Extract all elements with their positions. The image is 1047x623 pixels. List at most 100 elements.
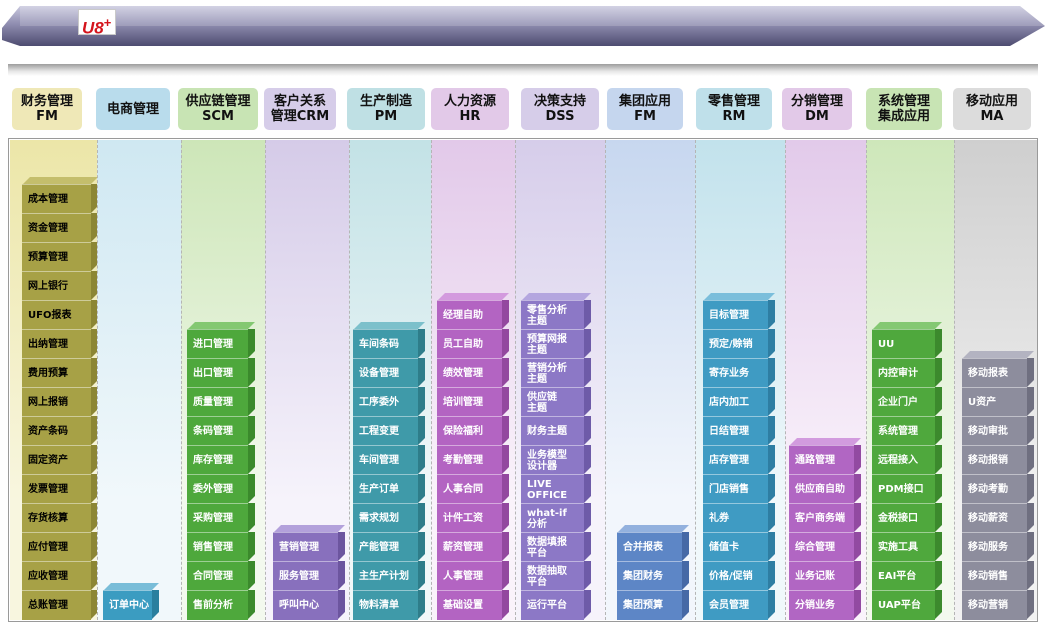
module-block[interactable]: 产能管理	[353, 525, 425, 562]
module-block[interactable]: 店存管理	[703, 438, 775, 475]
module-block[interactable]: U资产	[962, 380, 1034, 417]
module-block[interactable]: 网上报销	[22, 380, 98, 417]
module-block[interactable]: 销售管理	[187, 525, 255, 562]
module-block[interactable]: 会员管理	[703, 583, 775, 620]
module-block[interactable]: 资产条码	[22, 409, 98, 446]
module-block[interactable]: 需求规划	[353, 496, 425, 533]
module-block[interactable]: 目标管理	[703, 293, 775, 330]
module-header[interactable]: 决策支持 DSS	[521, 88, 599, 130]
module-block[interactable]: 费用预算	[22, 351, 98, 388]
module-block[interactable]: 人事管理	[437, 554, 509, 591]
module-block[interactable]: 数据抽取 平台	[521, 554, 591, 591]
module-block[interactable]: 财务主题	[521, 409, 591, 446]
module-block[interactable]: 委外管理	[187, 467, 255, 504]
module-block[interactable]: 工程变更	[353, 409, 425, 446]
module-block[interactable]: 应付管理	[22, 525, 98, 562]
module-block[interactable]: 考勤管理	[437, 438, 509, 475]
module-block[interactable]: 生产订单	[353, 467, 425, 504]
module-block[interactable]: 进口管理	[187, 322, 255, 359]
module-block[interactable]: 供应链 主题	[521, 380, 591, 417]
module-header[interactable]: 生产制造 PM	[347, 88, 425, 130]
module-header[interactable]: 分销管理 DM	[782, 88, 852, 130]
module-block[interactable]: 出纳管理	[22, 322, 98, 359]
module-header[interactable]: 集团应用 FM	[607, 88, 683, 130]
module-block[interactable]: 条码管理	[187, 409, 255, 446]
module-block[interactable]: 综合管理	[789, 525, 861, 562]
module-block[interactable]: 质量管理	[187, 380, 255, 417]
module-block[interactable]: 金税接口	[872, 496, 942, 533]
module-block[interactable]: 成本管理	[22, 177, 98, 214]
module-block[interactable]: 订单中心	[103, 583, 159, 620]
module-block[interactable]: 保险福利	[437, 409, 509, 446]
module-block[interactable]: 人事合同	[437, 467, 509, 504]
module-header[interactable]: 供应链管理 SCM	[178, 88, 258, 130]
module-block[interactable]: 出口管理	[187, 351, 255, 388]
module-block[interactable]: 经理自助	[437, 293, 509, 330]
module-block[interactable]: 礼券	[703, 496, 775, 533]
module-block[interactable]: 企业门户	[872, 380, 942, 417]
module-block[interactable]: 集团财务	[617, 554, 689, 591]
module-block[interactable]: 营销分析 主题	[521, 351, 591, 388]
module-block[interactable]: 应收管理	[22, 554, 98, 591]
module-block[interactable]: 分销业务	[789, 583, 861, 620]
module-block[interactable]: UU	[872, 322, 942, 359]
module-block[interactable]: 培训管理	[437, 380, 509, 417]
module-block[interactable]: 系统管理	[872, 409, 942, 446]
module-block[interactable]: 固定资产	[22, 438, 98, 475]
module-block[interactable]: 绩效管理	[437, 351, 509, 388]
module-header[interactable]: 移动应用 MA	[953, 88, 1031, 130]
module-block[interactable]: 寄存业务	[703, 351, 775, 388]
module-block[interactable]: 预算管理	[22, 235, 98, 272]
module-block[interactable]: 主生产计划	[353, 554, 425, 591]
module-block[interactable]: 服务管理	[273, 554, 345, 591]
module-block[interactable]: 存货核算	[22, 496, 98, 533]
module-block[interactable]: 设备管理	[353, 351, 425, 388]
module-block[interactable]: 合同管理	[187, 554, 255, 591]
module-block[interactable]: 运行平台	[521, 583, 591, 620]
module-header[interactable]: 电商管理	[96, 88, 170, 130]
module-block[interactable]: 移动考勤	[962, 467, 1034, 504]
module-header[interactable]: 客户关系 管理CRM	[264, 88, 336, 130]
module-block[interactable]: 实施工具	[872, 525, 942, 562]
module-block[interactable]: 数据填报 平台	[521, 525, 591, 562]
module-block[interactable]: 薪资管理	[437, 525, 509, 562]
module-block[interactable]: 预算网报 主题	[521, 322, 591, 359]
module-block[interactable]: 采购管理	[187, 496, 255, 533]
module-block[interactable]: 预定/赊销	[703, 322, 775, 359]
module-block[interactable]: 营销管理	[273, 525, 345, 562]
module-block[interactable]: 物料清单	[353, 583, 425, 620]
module-block[interactable]: 移动销售	[962, 554, 1034, 591]
module-block[interactable]: 移动报销	[962, 438, 1034, 475]
module-block[interactable]: 通路管理	[789, 438, 861, 475]
module-block[interactable]: what-if 分析	[521, 496, 591, 533]
module-block[interactable]: 售前分析	[187, 583, 255, 620]
module-block[interactable]: 库存管理	[187, 438, 255, 475]
module-block[interactable]: 业务模型 设计器	[521, 438, 591, 475]
module-block[interactable]: 储值卡	[703, 525, 775, 562]
module-block[interactable]: 价格/促销	[703, 554, 775, 591]
module-block[interactable]: 呼叫中心	[273, 583, 345, 620]
module-block[interactable]: 移动审批	[962, 409, 1034, 446]
module-block[interactable]: 店内加工	[703, 380, 775, 417]
module-block[interactable]: 移动营销	[962, 583, 1034, 620]
module-block[interactable]: 集团预算	[617, 583, 689, 620]
module-block[interactable]: 车间条码	[353, 322, 425, 359]
module-block[interactable]: 零售分析 主题	[521, 293, 591, 330]
module-block[interactable]: EAI平台	[872, 554, 942, 591]
module-block[interactable]: 移动服务	[962, 525, 1034, 562]
module-header[interactable]: 系统管理 集成应用	[866, 88, 942, 130]
module-block[interactable]: 日结管理	[703, 409, 775, 446]
module-header[interactable]: 零售管理 RM	[696, 88, 772, 130]
module-header[interactable]: 人力资源 HR	[431, 88, 509, 130]
module-block[interactable]: 门店销售	[703, 467, 775, 504]
module-block[interactable]: 基础设置	[437, 583, 509, 620]
module-block[interactable]: 客户商务端	[789, 496, 861, 533]
module-block[interactable]: LIVE OFFICE	[521, 467, 591, 504]
module-block[interactable]: 远程接入	[872, 438, 942, 475]
module-block[interactable]: UFO报表	[22, 293, 98, 330]
module-block[interactable]: 合并报表	[617, 525, 689, 562]
module-block[interactable]: 业务记账	[789, 554, 861, 591]
module-block[interactable]: 网上银行	[22, 264, 98, 301]
module-block[interactable]: 车间管理	[353, 438, 425, 475]
module-block[interactable]: 发票管理	[22, 467, 98, 504]
